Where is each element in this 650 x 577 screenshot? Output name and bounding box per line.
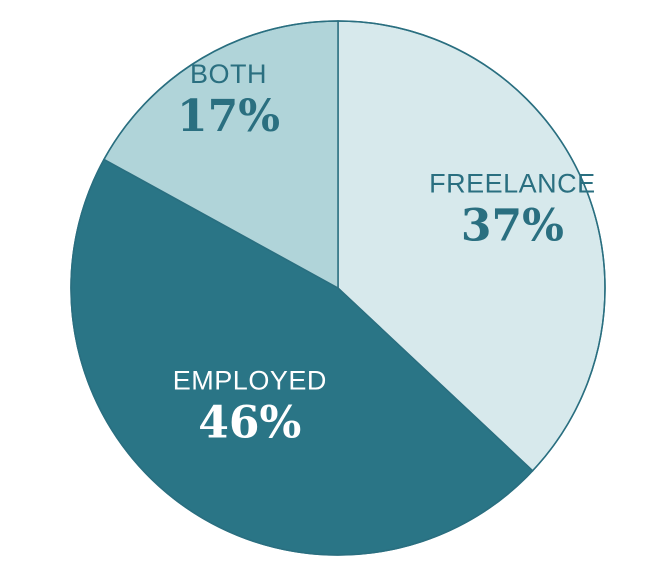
slice-label-employed: EMPLOYED <box>173 365 327 395</box>
slice-value-freelance: 37% <box>461 201 564 252</box>
pie-outline <box>70 20 606 556</box>
slice-value-employed: 46% <box>198 397 301 448</box>
slice-label-both: BOTH <box>190 59 267 89</box>
slice-label-freelance: FREELANCE <box>429 169 596 199</box>
pie-slices <box>70 20 606 556</box>
slice-value-both: 17% <box>177 91 280 142</box>
